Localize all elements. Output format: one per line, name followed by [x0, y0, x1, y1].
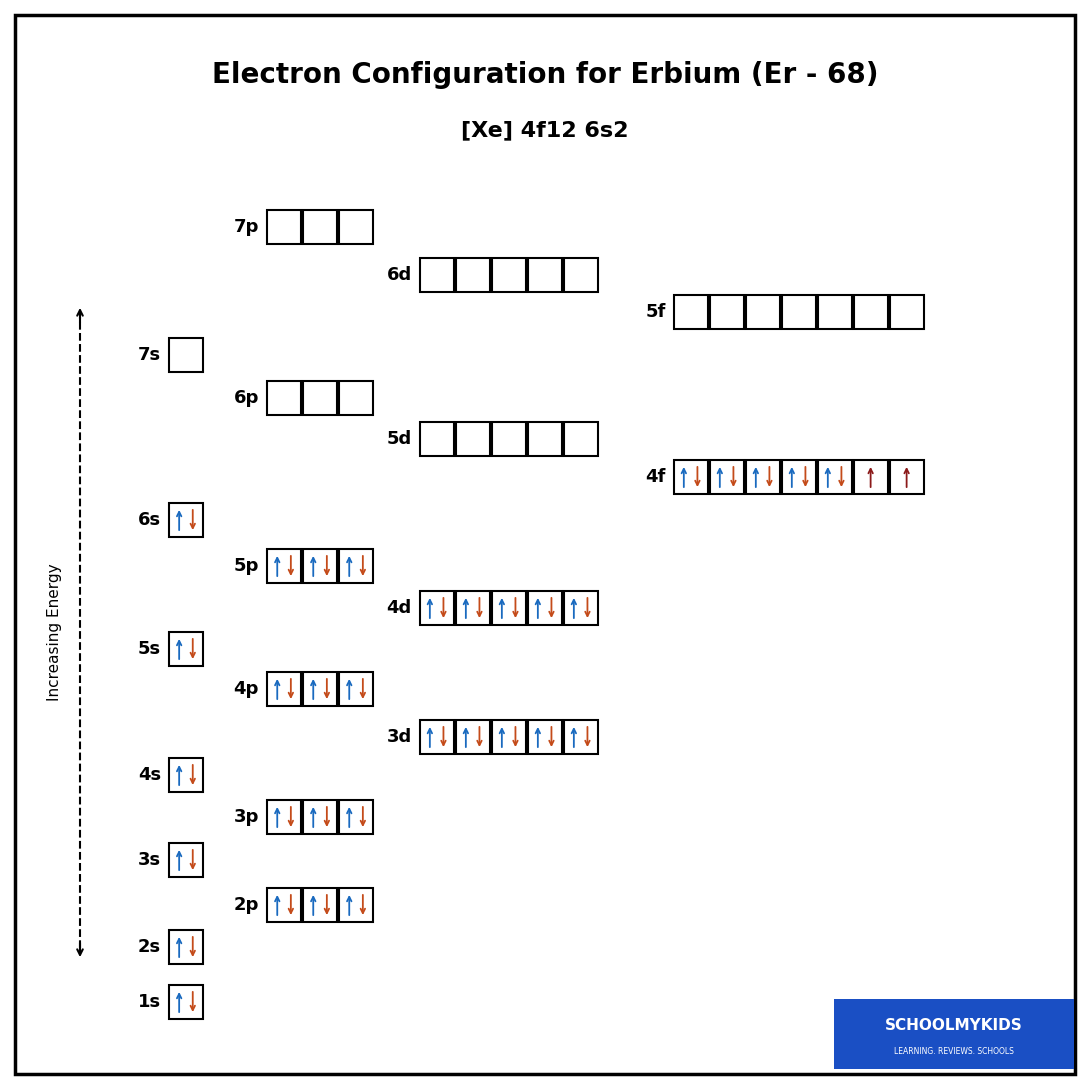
Bar	[169, 632, 203, 666]
Bar	[339, 549, 373, 583]
Bar	[528, 591, 561, 625]
Bar	[339, 800, 373, 834]
Bar	[456, 591, 489, 625]
Bar	[339, 672, 373, 706]
Bar	[456, 258, 489, 292]
Bar	[339, 381, 373, 415]
Bar	[492, 591, 525, 625]
Bar	[456, 423, 489, 456]
Bar	[456, 720, 489, 754]
Bar	[303, 888, 337, 922]
Bar	[492, 423, 525, 456]
Bar	[303, 672, 337, 706]
Text: 4p: 4p	[233, 680, 259, 698]
Text: [Xe] 4f12 6s2: [Xe] 4f12 6s2	[461, 120, 629, 140]
Bar	[528, 720, 561, 754]
Text: 5f: 5f	[645, 303, 666, 321]
Bar	[818, 295, 851, 329]
Bar	[674, 295, 707, 329]
Bar	[420, 591, 453, 625]
Text: 3d: 3d	[386, 729, 412, 746]
Bar	[564, 258, 597, 292]
Bar	[169, 930, 203, 964]
Bar	[303, 549, 337, 583]
Text: 6p: 6p	[233, 389, 259, 407]
Text: 6d: 6d	[386, 266, 412, 284]
Bar	[303, 800, 337, 834]
Text: 7p: 7p	[233, 218, 259, 236]
Bar	[267, 672, 301, 706]
Bar	[782, 295, 815, 329]
Bar	[267, 210, 301, 244]
Text: 2p: 2p	[233, 896, 259, 914]
Bar	[339, 210, 373, 244]
Text: Electron Configuration for Erbium (Er - 68): Electron Configuration for Erbium (Er - …	[211, 61, 879, 89]
Bar	[528, 423, 561, 456]
Bar	[169, 843, 203, 877]
Bar	[746, 460, 779, 494]
Text: 5s: 5s	[137, 640, 161, 658]
Bar	[853, 295, 887, 329]
Bar	[564, 720, 597, 754]
Bar	[818, 460, 851, 494]
Bar	[169, 338, 203, 372]
Text: SCHOOLMYKIDS: SCHOOLMYKIDS	[885, 1018, 1022, 1033]
Bar	[674, 460, 707, 494]
Bar	[267, 549, 301, 583]
Bar	[267, 800, 301, 834]
Text: Increasing Energy: Increasing Energy	[48, 563, 62, 701]
Bar	[420, 258, 453, 292]
Text: 4s: 4s	[137, 766, 161, 784]
Text: 3s: 3s	[137, 851, 161, 869]
Bar	[834, 999, 1074, 1069]
Text: 7s: 7s	[137, 346, 161, 364]
Text: 5p: 5p	[233, 556, 259, 575]
Text: 4d: 4d	[386, 599, 412, 617]
Text: 6s: 6s	[137, 511, 161, 529]
Text: 5d: 5d	[386, 430, 412, 448]
Text: 1s: 1s	[137, 993, 161, 1011]
Bar	[746, 295, 779, 329]
Text: 3p: 3p	[233, 808, 259, 825]
Bar	[492, 258, 525, 292]
Bar	[889, 460, 923, 494]
Bar	[303, 381, 337, 415]
Bar	[169, 503, 203, 537]
Bar	[889, 295, 923, 329]
Bar	[564, 591, 597, 625]
Bar	[267, 381, 301, 415]
Text: 2s: 2s	[137, 938, 161, 956]
Text: 4f: 4f	[645, 468, 666, 486]
Bar	[710, 460, 743, 494]
Bar	[710, 295, 743, 329]
Bar	[564, 423, 597, 456]
Bar	[339, 888, 373, 922]
Text: LEARNING. REVIEWS. SCHOOLS: LEARNING. REVIEWS. SCHOOLS	[894, 1048, 1014, 1056]
Bar	[528, 258, 561, 292]
Bar	[420, 720, 453, 754]
Bar	[782, 460, 815, 494]
Bar	[853, 460, 887, 494]
Bar	[267, 888, 301, 922]
Bar	[169, 984, 203, 1019]
Bar	[169, 758, 203, 792]
Bar	[492, 720, 525, 754]
Bar	[303, 210, 337, 244]
Bar	[420, 423, 453, 456]
